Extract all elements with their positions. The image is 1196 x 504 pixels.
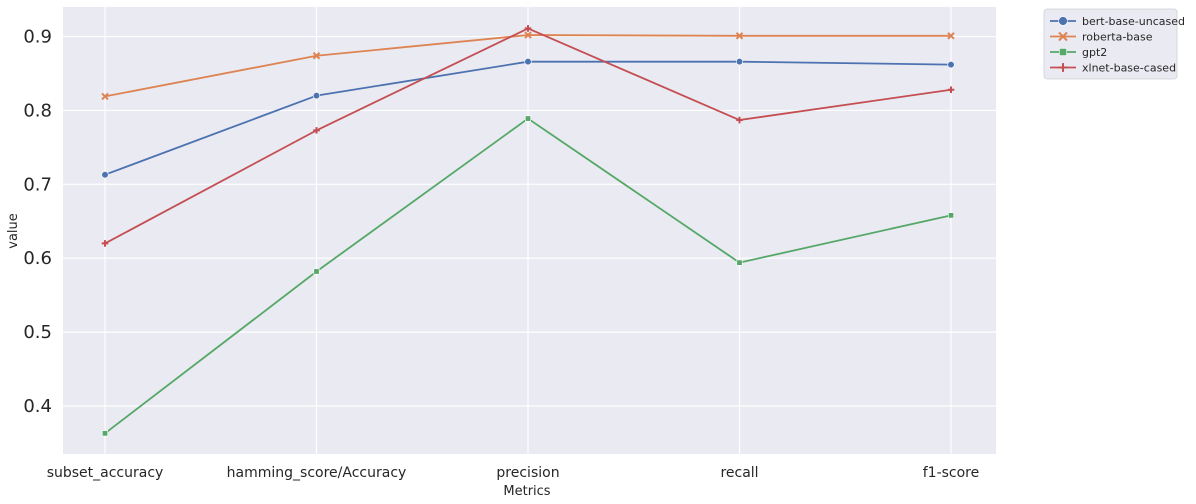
legend-item: xlnet-base-cased: [1050, 62, 1176, 75]
legend: bert-base-uncased roberta-base gpt2 xlnet-b…: [1043, 8, 1185, 80]
data-point: [101, 240, 109, 247]
series-roberta-base: [101, 31, 955, 101]
x-tick-label: subset_accuracy: [47, 465, 164, 481]
data-point: [524, 58, 532, 66]
data-point: [947, 61, 955, 69]
x-tick-label: hamming_score/Accuracy: [227, 465, 407, 481]
data-point: [524, 115, 531, 122]
legend-label: gpt2: [1082, 46, 1107, 59]
legend-marker: [1058, 31, 1068, 42]
y-axis-ticks: 0.4 0.5 0.6 0.7 0.8 0.9: [23, 27, 52, 417]
data-point: [524, 31, 532, 39]
x-axis-label: Metrics: [503, 484, 550, 499]
legend-label: roberta-base: [1082, 31, 1153, 44]
y-axis-label: value: [6, 213, 21, 249]
legend-item: gpt2: [1050, 46, 1107, 59]
x-tick-label: precision: [496, 465, 559, 481]
y-tick-label: 0.8: [23, 100, 52, 121]
plot-area: [63, 7, 996, 454]
legend-label: xlnet-base-cased: [1082, 62, 1176, 75]
legend-label: bert-base-uncased: [1082, 15, 1185, 28]
data-point: [313, 268, 320, 275]
data-point: [101, 92, 109, 101]
legend-marker: [1058, 16, 1068, 26]
data-point: [947, 32, 955, 40]
data-point: [736, 116, 743, 124]
legend-marker: [1059, 48, 1067, 56]
data-point: [312, 92, 321, 100]
x-tick-label: recall: [720, 465, 758, 481]
x-tick-label: f1-score: [923, 465, 980, 481]
series-gpt2: [102, 115, 954, 437]
series-lines: [101, 25, 955, 437]
y-tick-label: 0.5: [23, 322, 52, 343]
data-point: [313, 127, 320, 134]
legend-item: roberta-base: [1050, 31, 1153, 44]
data-point: [735, 58, 744, 66]
data-point: [947, 212, 954, 219]
legend-item: bert-base-uncased: [1050, 15, 1185, 28]
data-point: [735, 32, 744, 40]
data-point: [312, 52, 321, 60]
legend-box: [1043, 8, 1178, 80]
series-xlnet-base-cased: [101, 25, 955, 247]
x-axis-ticks: subset_accuracy hamming_score/Accuracy pre…: [47, 465, 980, 481]
data-point: [101, 171, 109, 179]
legend-marker: [1058, 63, 1068, 72]
y-tick-label: 0.9: [23, 27, 52, 48]
y-tick-label: 0.6: [23, 248, 52, 269]
data-point: [736, 259, 743, 266]
data-point: [102, 430, 109, 437]
y-tick-label: 0.7: [23, 174, 52, 195]
y-tick-label: 0.4: [23, 396, 52, 417]
series-bert-base-uncased: [101, 58, 955, 179]
data-point: [524, 25, 532, 32]
data-point: [947, 86, 955, 94]
